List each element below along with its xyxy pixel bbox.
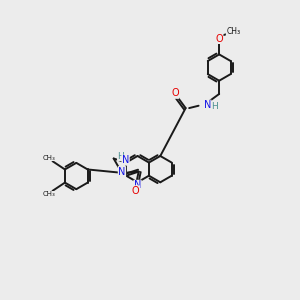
Text: CH₃: CH₃ [43, 155, 56, 161]
Text: N: N [204, 100, 211, 110]
Text: CH₃: CH₃ [43, 191, 56, 197]
Text: O: O [132, 186, 140, 196]
Text: O: O [171, 88, 179, 98]
Text: H: H [212, 102, 218, 111]
Text: CH₃: CH₃ [226, 27, 240, 36]
Text: N: N [118, 167, 126, 177]
Text: H: H [118, 152, 124, 160]
Text: N: N [122, 155, 129, 165]
Text: O: O [215, 34, 223, 44]
Text: N: N [134, 180, 141, 190]
